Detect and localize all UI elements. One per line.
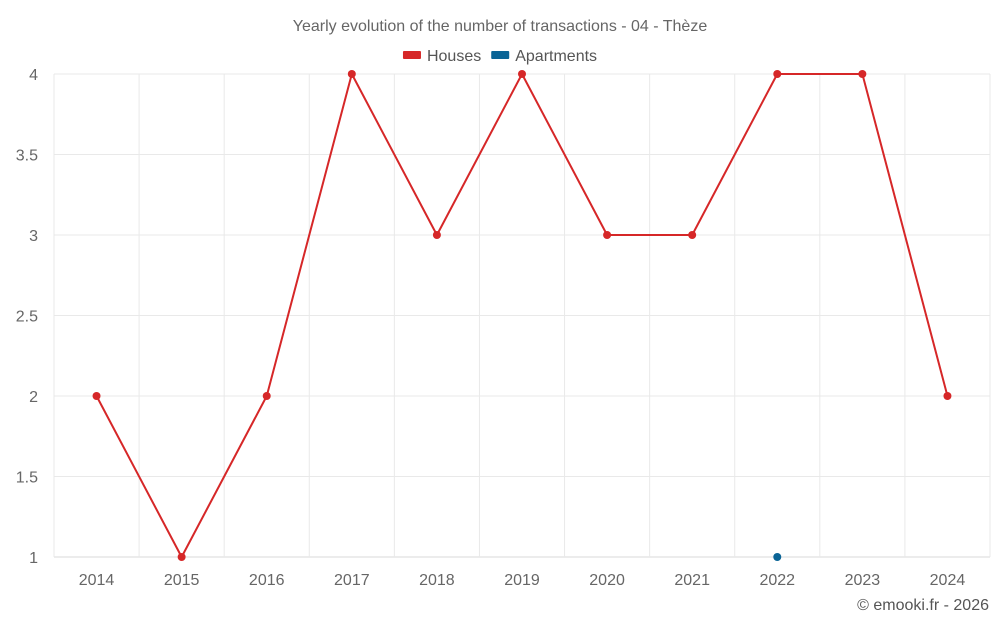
- x-tick-label: 2023: [845, 572, 881, 589]
- y-tick-label: 1: [29, 550, 38, 567]
- data-point-houses[interactable]: [518, 70, 526, 78]
- x-tick-label: 2021: [674, 572, 710, 589]
- legend[interactable]: Houses Apartments: [402, 48, 597, 65]
- x-tick-label: 2016: [249, 572, 285, 589]
- x-tick-label: 2018: [419, 572, 455, 589]
- y-tick-label: 2.5: [16, 309, 38, 326]
- series-houses: [92, 70, 952, 561]
- series-layer: [92, 70, 952, 561]
- y-tick-label: 3: [29, 228, 38, 245]
- x-tick-label: 2020: [589, 572, 625, 589]
- x-tick-label: 2019: [504, 572, 540, 589]
- legend-label-apartments: Apartments: [515, 48, 597, 65]
- data-point-houses[interactable]: [773, 70, 782, 78]
- x-tick-label: 2017: [334, 572, 370, 589]
- y-tick-label: 2: [29, 389, 38, 406]
- y-tick-label: 3.5: [16, 148, 38, 165]
- x-tick-label: 2024: [930, 572, 966, 589]
- chart-title: Yearly evolution of the number of transa…: [293, 18, 708, 35]
- legend-swatch-apartments: [491, 51, 510, 59]
- data-point-houses[interactable]: [177, 553, 186, 561]
- data-point-apartments[interactable]: [773, 553, 782, 561]
- x-tick-label: 2014: [79, 572, 115, 589]
- x-tick-label: 2015: [164, 572, 200, 589]
- legend-swatch-houses: [402, 51, 421, 59]
- y-axis: 1 1.5 2 2.5 3 3.5 4: [16, 67, 38, 567]
- data-point-houses[interactable]: [432, 231, 441, 239]
- data-point-houses[interactable]: [858, 70, 867, 78]
- y-tick-label: 1.5: [16, 470, 38, 487]
- data-point-houses[interactable]: [92, 392, 101, 400]
- data-point-houses[interactable]: [347, 70, 356, 78]
- credit-text: © emooki.fr - 2026: [857, 597, 989, 614]
- legend-label-houses: Houses: [427, 48, 481, 65]
- x-axis: 2014 2015 2016 2017 2018 2019 2020 2021 2022 2023…: [79, 572, 966, 589]
- data-point-houses[interactable]: [943, 392, 952, 400]
- x-tick-label: 2022: [759, 572, 795, 589]
- grid: [53, 73, 991, 558]
- y-tick-label: 4: [29, 67, 38, 84]
- data-point-houses[interactable]: [603, 231, 612, 239]
- legend-item-apartments[interactable]: Apartments: [491, 48, 597, 65]
- data-point-houses[interactable]: [688, 231, 697, 239]
- series-apartments: [773, 553, 782, 561]
- data-point-houses[interactable]: [262, 392, 271, 400]
- legend-item-houses[interactable]: Houses: [402, 48, 481, 65]
